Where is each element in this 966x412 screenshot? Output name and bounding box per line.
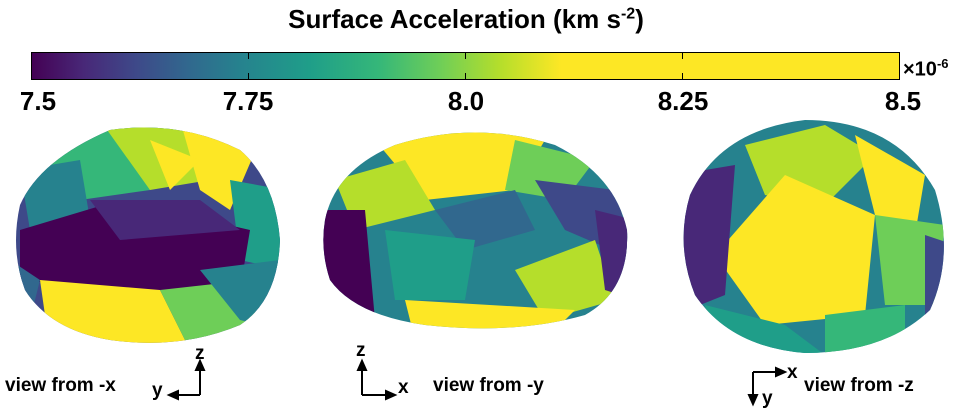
colorbar-tick-label: 7.75 — [222, 86, 274, 116]
view-label-minus-x: view from -x — [5, 375, 116, 396]
axis-label-vertical: y — [762, 388, 773, 409]
colorbar-tick-label: 7.5 — [19, 86, 57, 116]
asteroid-view-minus-x — [16, 127, 280, 343]
axis-label-horizontal: x — [398, 377, 409, 398]
colorbar-tick-label: 8.25 — [657, 86, 709, 116]
axis-label-horizontal: x — [787, 362, 798, 383]
colorbar-tick-label: 8.0 — [447, 86, 485, 116]
asteroid-view-minus-y — [323, 132, 628, 329]
axis-label-horizontal: y — [152, 380, 163, 401]
axis-label-vertical: z — [356, 340, 366, 361]
view-label-minus-y: view from -y — [433, 375, 544, 396]
colorbar-tick-label: 8.5 — [884, 86, 922, 116]
colorbar — [31, 52, 900, 80]
colorbar-multiplier: ×10-6 — [903, 56, 949, 81]
view-label-minus-z: view from -z — [804, 375, 914, 396]
asteroid-view-minus-z — [683, 120, 944, 353]
figure-title: Surface Acceleration (km s-2) — [288, 4, 644, 34]
axis-label-vertical: z — [195, 343, 205, 364]
